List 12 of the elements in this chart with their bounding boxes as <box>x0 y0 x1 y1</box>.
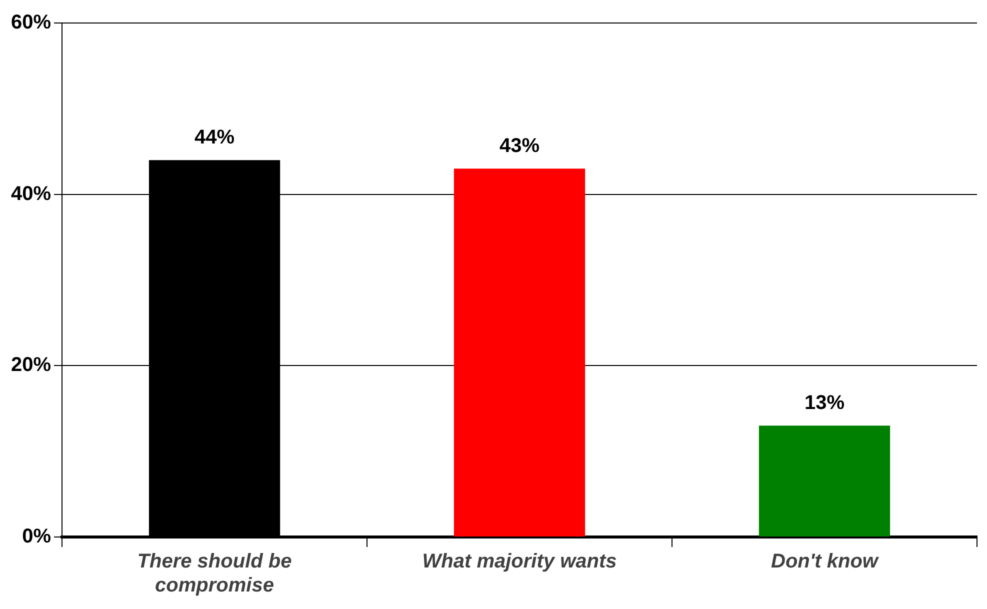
y-tick-label: 0% <box>22 526 52 548</box>
y-tick-label: 20% <box>11 354 52 376</box>
bar <box>454 168 586 536</box>
y-tick-label: 60% <box>11 12 52 34</box>
y-tick-label: 40% <box>11 182 52 205</box>
data-label: 13% <box>804 392 845 414</box>
bar <box>758 426 890 536</box>
x-tick-label: There should be compromise <box>137 550 292 597</box>
x-tick-label: What majority wants <box>422 550 617 573</box>
data-label: 44% <box>194 126 235 149</box>
x-tick-label: Don't know <box>771 550 880 573</box>
data-label: 43% <box>500 135 540 158</box>
